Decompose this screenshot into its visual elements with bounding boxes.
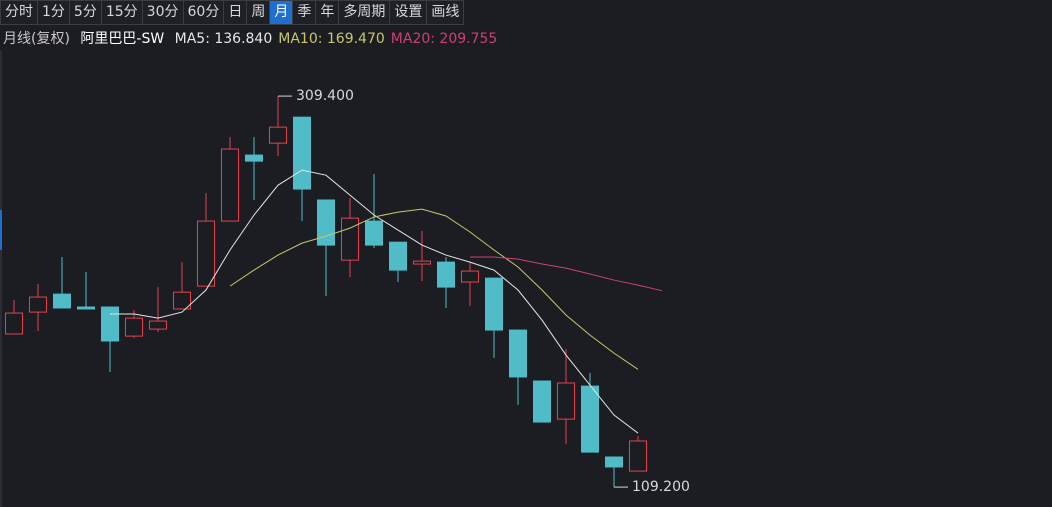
extreme-label: 109.200 [632,479,690,495]
ma-line [470,256,663,292]
toolbar: 分时 1分 5分 15分 30分 60分日周月季年多周期 设置 画线 [0,0,465,25]
period-tab[interactable]: 画线 [427,0,465,25]
period-tab[interactable]: 30分 [142,0,184,25]
candle-body [461,270,479,283]
candle-body [581,385,599,453]
candle-body [341,217,359,261]
candle-body [629,440,647,472]
candle-body [29,296,47,313]
candle-body [533,380,551,423]
candle-body [485,277,503,331]
legend-entry: MA5: 136.840 [174,31,273,47]
period-tab[interactable]: 季 [293,0,317,25]
candle-body [77,306,95,310]
period-tab[interactable]: 15分 [101,0,143,25]
period-tab[interactable]: 月 [270,0,294,25]
security-name: 阿里巴巴-SW [80,31,165,47]
extreme-label: 309.400 [296,88,354,104]
period-tab[interactable]: 1分 [38,0,70,25]
ma-line [229,208,639,370]
candle-body [173,291,191,310]
candle-body [605,456,623,468]
period-label: 月线(复权) [3,31,70,47]
period-tab[interactable]: 分时 [0,0,38,25]
candle-body [197,220,215,287]
period-tab[interactable]: 多周期 [339,0,391,25]
candle-body [53,293,71,309]
candle-body [293,116,311,190]
candle-body [101,306,119,342]
candle-body [269,126,287,144]
candle-body [125,317,143,337]
candle-body [221,148,239,222]
legend: 月线(复权) 阿里巴巴-SW MA5: 136.840 MA10: 169.470… [3,28,503,48]
candle-body [149,320,167,330]
candle-body [317,199,335,246]
candle-body [389,241,407,271]
period-tab[interactable]: 设置 [390,0,428,25]
candle-body [365,220,383,246]
candle-body [245,154,263,162]
period-tab[interactable]: 60分 [183,0,225,25]
legend-entry: MA20: 209.755 [390,31,498,47]
period-tab[interactable]: 周 [247,0,271,25]
candle-body [437,261,455,288]
candle-body [509,329,527,378]
candle-body [5,312,23,335]
ma-line [110,169,639,434]
period-tab[interactable]: 日 [224,0,248,25]
candle-body [557,382,575,420]
period-tab[interactable]: 年 [316,0,340,25]
legend-entry: MA10: 169.470 [278,31,385,47]
period-tab[interactable]: 5分 [69,0,102,25]
candle-body [413,260,431,265]
